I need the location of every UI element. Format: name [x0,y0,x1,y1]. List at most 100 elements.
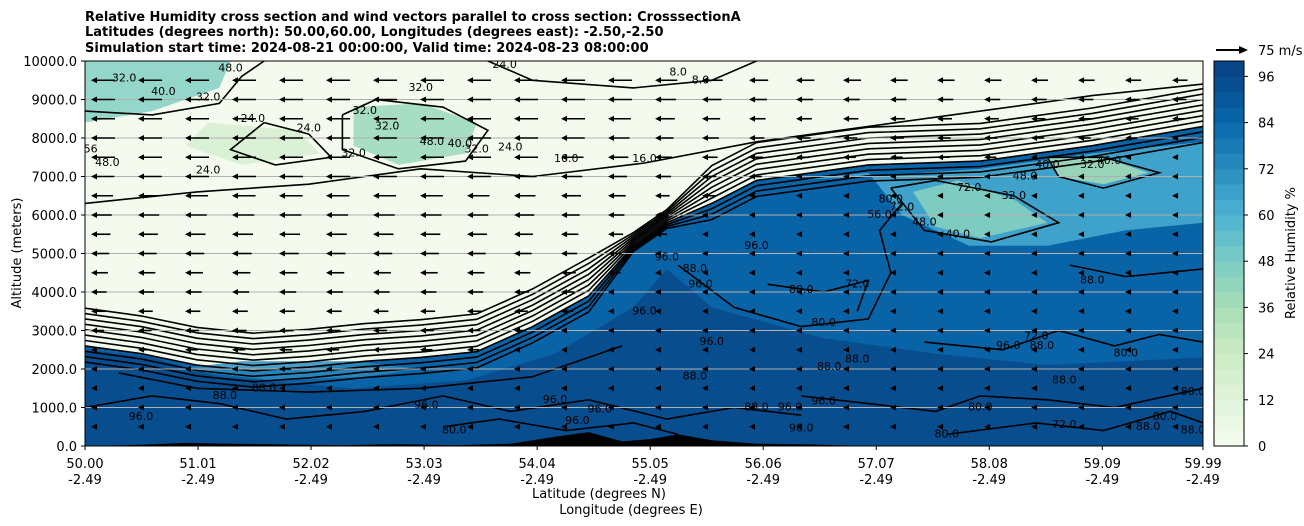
colorbar-tick-label: 72 [1258,163,1275,178]
wind-vector-head [185,423,192,430]
wind-vector-head [326,308,333,315]
wind-vector-head [1125,115,1132,122]
wind-vector-head [608,366,615,372]
x-tick-label-longitude: -2.49 [972,473,1006,488]
wind-vector-head [185,269,192,276]
wind-vector-head [796,269,803,276]
wind-vector-head [373,269,380,276]
terrain [85,432,1203,446]
contour-label: 88.0 [845,352,870,365]
wind-vector-head [984,404,991,411]
wind-vector-head [1172,423,1179,430]
wind-vector-head [1172,404,1179,411]
wind-vector-head [796,289,803,295]
wind-vector-head [1172,385,1179,392]
wind-vector-head [185,231,192,238]
wind-vector-head [561,115,568,122]
wind-vector-head [608,269,615,276]
wind-vector-head [702,346,709,353]
wind-vector-head [138,96,145,103]
wind-vector-head [608,385,615,392]
humidity-contours [85,61,1203,436]
wind-vector-head [326,212,333,218]
wind-vector-head [1031,308,1038,315]
x-axis: 50.00-2.4951.01-2.4952.02-2.4953.03-2.49… [66,446,1222,488]
wind-vector-head [561,192,568,199]
wind-vector-head [91,366,97,372]
contour-label: 16.0 [554,152,579,165]
wind-vector-head [749,289,756,295]
wind-vector-head [279,308,286,315]
y-axis: 0.0 1000.0 2000.0 3000.0 4000.0 5000.0 6000.0 7… [23,55,85,455]
wind-vector-head [138,250,145,257]
colorbar-swatch [1214,353,1244,370]
wind-vector-head [326,366,333,372]
wind-vector-head [655,366,662,372]
dry-patch-east [913,180,1048,239]
wind-vector-head [91,154,97,161]
wind-vector-head [702,250,709,257]
wind-vector-head [279,327,286,334]
wind-vector-head [326,115,333,122]
wind-vector-head [373,346,380,353]
wind-vector-head [1031,385,1038,392]
wind-vector-head [467,212,474,218]
wind-vector-head [890,423,897,430]
wind-vector-head [1125,192,1132,199]
contour-label: 96.0 [129,410,154,423]
contour-label: 56.0 [867,208,892,221]
wind-vector-head [514,366,521,372]
wind-vector-head [514,423,521,430]
wind-vector-head [1078,327,1085,334]
colorbar-swatch [1214,61,1244,77]
colorbar-swatch [1214,430,1244,447]
x-tick-label-latitude: 59.99 [1184,457,1221,472]
contour-line [118,345,623,393]
colorbar-swatch [1214,322,1244,339]
wind-vector-head [561,404,568,411]
wind-vector-head [185,135,192,141]
contour-line [85,395,802,420]
colorbar-swatch [1214,199,1244,216]
x-tick-label-longitude: -2.49 [68,473,102,488]
wind-vector-head [467,366,474,372]
wind-vector-head [749,346,756,353]
wind-vector-head [514,173,521,180]
wind-vector-head [890,346,897,353]
wind-vector-head [749,231,756,238]
wind-vector-head [796,346,803,353]
x-tick-label-longitude: -2.49 [1085,473,1119,488]
colorbar-swatch [1214,245,1244,262]
contour-label: 96.0 [565,414,590,427]
wind-vector-head [467,327,474,334]
wind-vector-head [91,346,97,353]
wind-vectors [91,77,1188,430]
wind-vector-head [185,250,192,257]
x-axis-label-latitude: Latitude (degrees N) [532,487,666,502]
wind-vector-head [796,404,803,411]
x-tick-label-longitude: -2.49 [520,473,554,488]
wind-vector-head [796,135,803,141]
wind-vector-head [1172,269,1179,276]
wind-vector-head [1031,115,1038,122]
wind-vector-head [890,404,897,411]
wind-vector-head [326,269,333,276]
wind-vector-head [1078,192,1085,199]
wind-vector-head [608,423,615,430]
wind-vector-head [326,289,333,295]
wind-vector-head [1078,366,1085,372]
wind-vector-head [937,366,944,372]
wind-vector-head [91,289,97,295]
wind-vector-head [843,404,850,411]
wind-vector-head [702,173,709,180]
wind-vector-head [843,77,850,84]
wind-vector-head [467,308,474,315]
wind-vector-head [702,96,709,103]
wind-vector-head [1125,404,1132,411]
wind-vector-head [1125,423,1132,430]
contour-label: 72.0 [1052,418,1077,431]
x-axis-label-longitude: Longitude (degrees E) [559,503,703,518]
contour-line [767,279,870,312]
wind-vector-head [796,327,803,334]
